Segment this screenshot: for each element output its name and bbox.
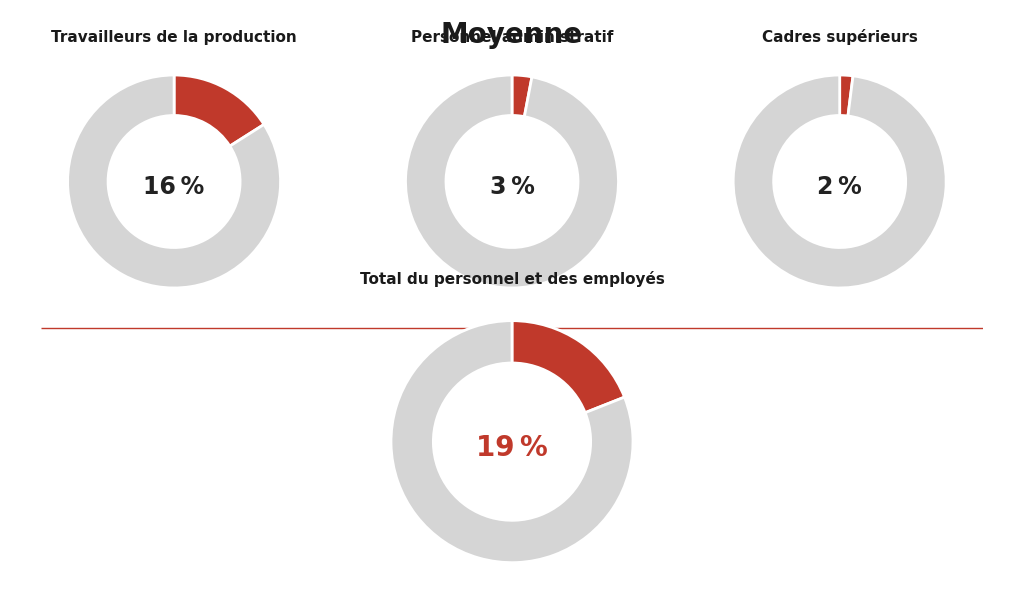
- Wedge shape: [391, 321, 633, 563]
- Text: Travailleurs de la production: Travailleurs de la production: [51, 30, 297, 45]
- Text: Total du personnel et des employés: Total du personnel et des employés: [359, 272, 665, 287]
- Text: 3 %: 3 %: [489, 175, 535, 199]
- Wedge shape: [174, 75, 264, 146]
- Wedge shape: [406, 75, 618, 288]
- Text: 16 %: 16 %: [143, 175, 205, 199]
- Wedge shape: [512, 321, 625, 413]
- Text: 2 %: 2 %: [817, 175, 862, 199]
- Text: 19 %: 19 %: [476, 434, 548, 462]
- Wedge shape: [733, 75, 946, 288]
- Text: Personnel administratif: Personnel administratif: [411, 30, 613, 45]
- Text: Cadres supérieurs: Cadres supérieurs: [762, 30, 918, 45]
- Wedge shape: [68, 75, 281, 288]
- Wedge shape: [512, 75, 531, 117]
- Text: Moyenne: Moyenne: [441, 21, 583, 49]
- Wedge shape: [840, 75, 853, 116]
